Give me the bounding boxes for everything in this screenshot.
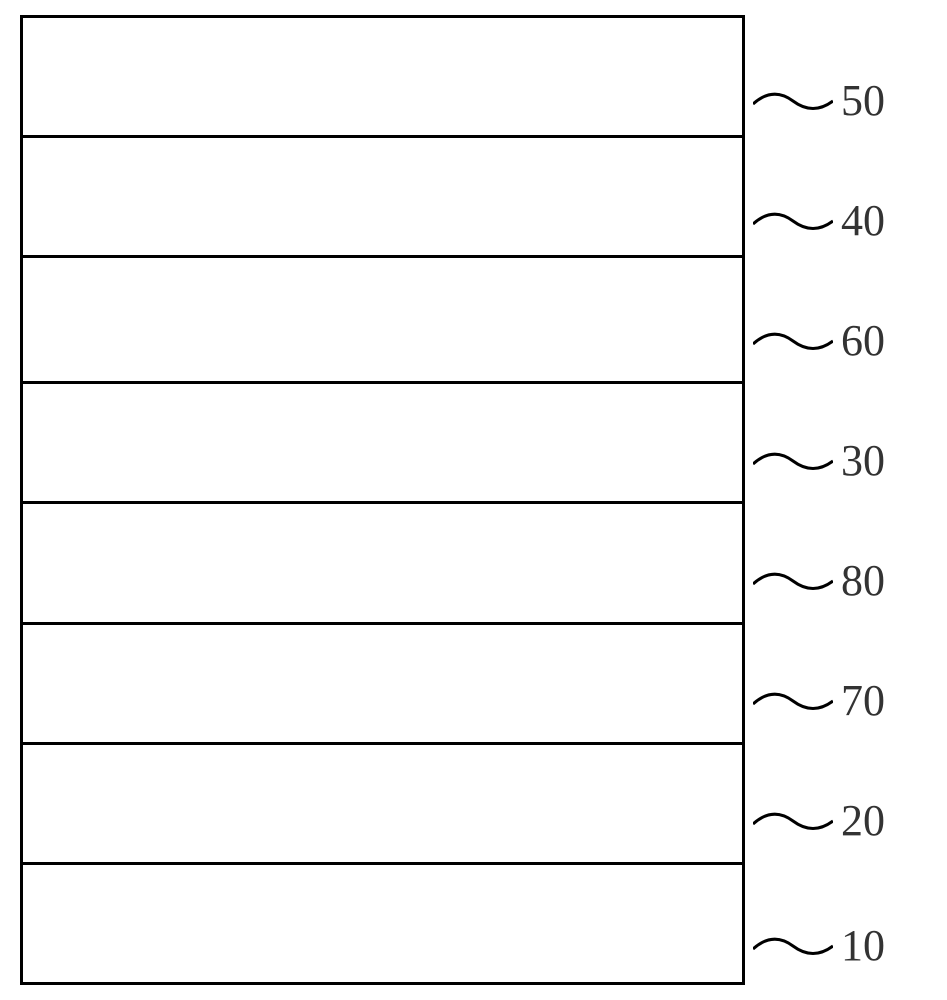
connector-icon bbox=[753, 446, 833, 476]
connector-icon bbox=[753, 566, 833, 596]
label-text: 30 bbox=[841, 435, 885, 486]
layer-30 bbox=[23, 384, 742, 504]
label-text: 60 bbox=[841, 315, 885, 366]
layer-20 bbox=[23, 745, 742, 865]
label-text: 20 bbox=[841, 795, 885, 846]
label-group-70: 70 bbox=[753, 675, 885, 726]
label-group-40: 40 bbox=[753, 195, 885, 246]
label-group-80: 80 bbox=[753, 555, 885, 606]
connector-icon bbox=[753, 206, 833, 236]
labels-container: 50 40 60 30 bbox=[745, 15, 945, 985]
label-group-50: 50 bbox=[753, 75, 885, 126]
label-text: 10 bbox=[841, 920, 885, 971]
layer-stack bbox=[20, 15, 745, 985]
label-group-60: 60 bbox=[753, 315, 885, 366]
connector-icon bbox=[753, 326, 833, 356]
label-group-20: 20 bbox=[753, 795, 885, 846]
layer-60 bbox=[23, 258, 742, 384]
layer-40 bbox=[23, 138, 742, 258]
label-group-30: 30 bbox=[753, 435, 885, 486]
connector-icon bbox=[753, 931, 833, 961]
label-text: 50 bbox=[841, 75, 885, 126]
layer-70 bbox=[23, 625, 742, 745]
layer-50 bbox=[23, 18, 742, 138]
label-text: 40 bbox=[841, 195, 885, 246]
label-text: 80 bbox=[841, 555, 885, 606]
connector-icon bbox=[753, 86, 833, 116]
connector-icon bbox=[753, 806, 833, 836]
layer-10 bbox=[23, 865, 742, 982]
layered-stack-diagram: 50 40 60 30 bbox=[20, 15, 920, 985]
label-group-10: 10 bbox=[753, 920, 885, 971]
label-text: 70 bbox=[841, 675, 885, 726]
layer-80 bbox=[23, 504, 742, 624]
connector-icon bbox=[753, 686, 833, 716]
